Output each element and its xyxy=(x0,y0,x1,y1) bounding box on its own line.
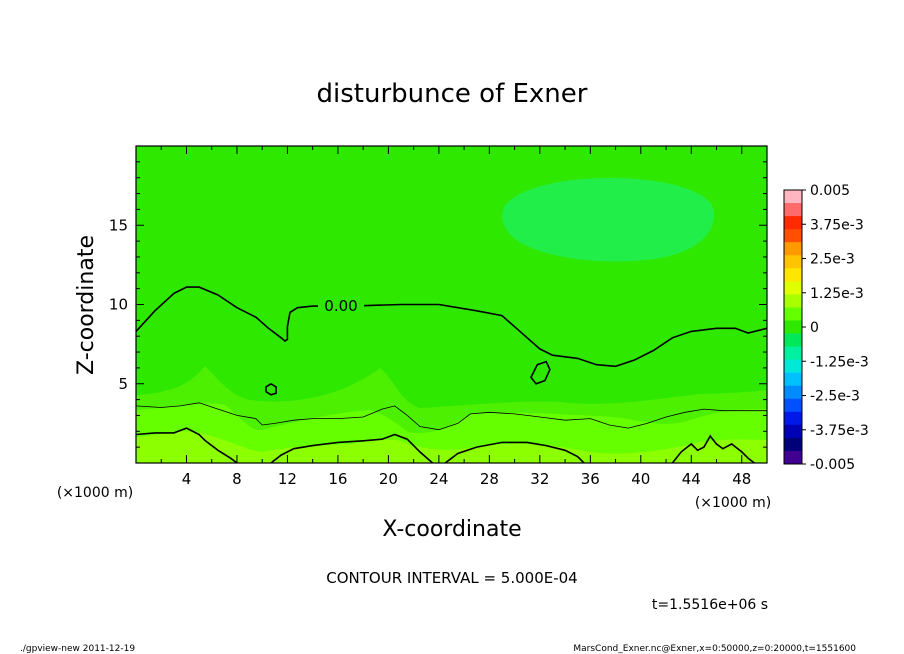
colorbar-swatch xyxy=(784,359,802,374)
colorbar-label: 2.5e-3 xyxy=(810,252,855,268)
contour-lines xyxy=(136,286,767,463)
colorbar-swatch xyxy=(784,294,802,308)
colorbar-swatch xyxy=(784,229,802,243)
colorbar-swatch xyxy=(784,203,802,217)
contour-line-6 xyxy=(444,441,585,463)
contour-line-1 xyxy=(265,382,277,396)
y-unit-label: (×1000 m) xyxy=(57,485,133,501)
field-band-ground xyxy=(136,431,767,463)
contour-interval-text: CONTOUR INTERVAL = 5.000E-04 xyxy=(326,569,577,587)
time-text: t=1.5516e+06 s xyxy=(652,597,768,613)
colorbar-swatch xyxy=(784,268,802,282)
colorbar-label: -0.005 xyxy=(810,457,855,473)
colorbar-label: 0.005 xyxy=(810,183,850,199)
x-tick-label: 12 xyxy=(278,470,297,488)
colorbar-label: 0 xyxy=(810,320,819,336)
colorbar-swatch xyxy=(784,281,802,295)
contour-line-7 xyxy=(671,434,755,463)
colorbar-swatch xyxy=(784,307,802,321)
x-unit-label: (×1000 m) xyxy=(695,495,771,511)
colorbar-swatch xyxy=(784,216,802,230)
colorbar-label: 1.25e-3 xyxy=(810,286,864,302)
contour-line-5 xyxy=(270,433,434,463)
footer-left: ./gpview-new 2011-12-19 xyxy=(20,644,135,654)
colorbar-swatch xyxy=(784,242,802,256)
colorbar-swatch xyxy=(784,437,802,452)
contour-label-bg xyxy=(318,296,364,314)
colorbar-label: -1.25e-3 xyxy=(810,354,869,370)
x-tick-label: 48 xyxy=(732,470,751,488)
colorbar-swatch xyxy=(784,255,802,269)
colorbar-label: -2.5e-3 xyxy=(810,389,860,405)
colorbar-swatch xyxy=(784,385,802,400)
x-tick-label: 24 xyxy=(429,470,448,488)
y-tick-label: 10 xyxy=(109,296,128,314)
colorbar-swatch xyxy=(784,346,802,361)
x-tick-label: 32 xyxy=(530,470,549,488)
chart-title: disturbunce of Exner xyxy=(317,79,588,109)
colorbar: 0.005 3.75e-3 2.5e-3 1.25e-3 0 -1.25e-3 -2.5e-… xyxy=(783,183,869,473)
colorbar-swatch xyxy=(784,190,802,204)
colorbar-label: -3.75e-3 xyxy=(810,423,869,439)
colorbar-swatch xyxy=(784,398,802,413)
x-axis-label: X-coordinate xyxy=(382,517,521,542)
colorbar-swatch xyxy=(784,333,802,348)
colorbar-label: 3.75e-3 xyxy=(810,217,864,233)
x-tick-label: 28 xyxy=(480,470,499,488)
colorbar-swatch xyxy=(784,424,802,439)
x-tick-label: 16 xyxy=(328,470,347,488)
x-tick-label: 20 xyxy=(379,470,398,488)
y-axis: 5 10 15 xyxy=(109,161,767,448)
contour-line-2 xyxy=(530,360,551,385)
colorbar-swatch xyxy=(784,411,802,426)
contour-line-3 xyxy=(136,402,767,431)
colorbar-swatch xyxy=(784,372,802,387)
x-axis: 4 8 12 16 20 24 28 32 36 40 44 48 xyxy=(160,146,751,488)
x-tick-label: 4 xyxy=(182,470,192,488)
field-negative-patch xyxy=(502,178,715,262)
colorbar-swatch xyxy=(784,320,802,335)
contour-label: 0.00 xyxy=(324,297,357,315)
plot-area xyxy=(136,146,767,463)
y-axis-label: Z-coordinate xyxy=(74,235,99,375)
contour-line-0 xyxy=(136,286,767,368)
y-tick-label: 15 xyxy=(109,216,128,234)
x-tick-label: 44 xyxy=(682,470,701,488)
colorbar-swatch xyxy=(784,450,802,465)
x-tick-label: 40 xyxy=(631,470,650,488)
x-tick-label: 8 xyxy=(232,470,242,488)
y-tick-label: 5 xyxy=(118,375,128,393)
contour-line-4 xyxy=(136,427,238,463)
footer-right: MarsCond_Exner.nc@Exner,x=0:50000,z=0:20… xyxy=(573,644,856,654)
x-tick-label: 36 xyxy=(581,470,600,488)
